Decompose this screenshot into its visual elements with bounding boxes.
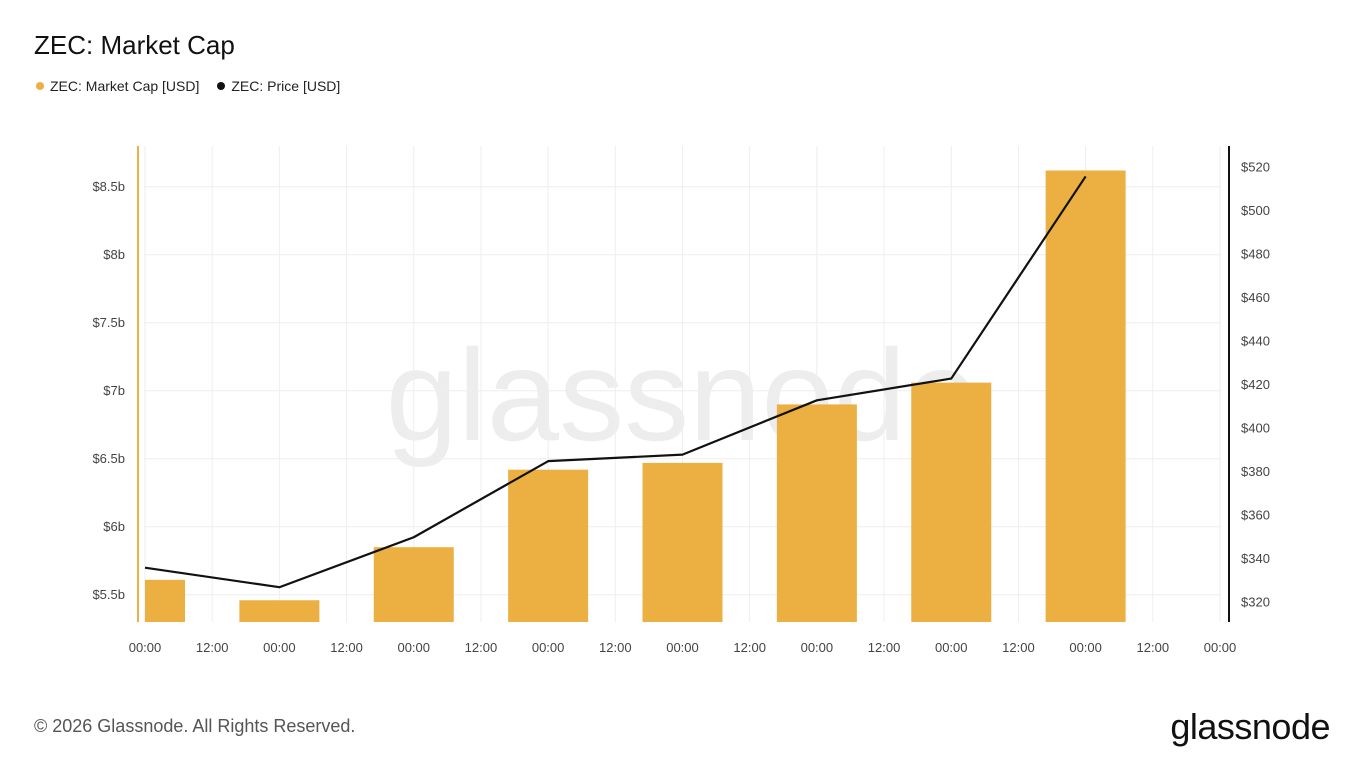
price-line-group <box>144 175 1087 589</box>
market-cap-bar <box>1045 170 1126 623</box>
market-cap-bar <box>239 600 320 622</box>
market-cap-bar <box>508 469 589 622</box>
axes: $5.5b $6b $6.5b $7b $7.5b $8b $8.5b $320 $340 $36… <box>92 146 1270 655</box>
legend-item-price[interactable]: ZEC: Price [USD] <box>217 78 340 94</box>
x-tick-label: 12:00 <box>1137 640 1170 655</box>
legend-label-market-cap: ZEC: Market Cap [USD] <box>50 78 200 94</box>
price-line <box>144 175 1087 589</box>
y-left-tick-label: $7.5b <box>92 315 125 330</box>
x-tick-label: 00:00 <box>1204 640 1237 655</box>
market-cap-bar <box>911 382 992 622</box>
copyright-footer: © 2026 Glassnode. All Rights Reserved. <box>34 716 356 736</box>
x-tick-label: 00:00 <box>935 640 968 655</box>
market-cap-bar <box>145 579 185 622</box>
legend-dot-price <box>217 82 226 90</box>
y-right-tick-label: $380 <box>1241 464 1270 479</box>
chart-title: ZEC: Market Cap <box>34 30 235 60</box>
y-left-tick-label: $7b <box>103 383 125 398</box>
y-right-tick-label: $420 <box>1241 377 1270 392</box>
y-right-tick-label: $480 <box>1241 247 1270 262</box>
market-cap-bar <box>373 547 454 622</box>
legend-item-market-cap[interactable]: ZEC: Market Cap [USD] <box>36 78 199 94</box>
market-cap-bars <box>145 170 1126 623</box>
x-tick-label: 00:00 <box>532 640 565 655</box>
x-tick-label: 12:00 <box>733 640 766 655</box>
x-tick-label: 00:00 <box>666 640 699 655</box>
y-right-tick-label: $440 <box>1241 334 1270 349</box>
y-right-tick-label: $340 <box>1241 551 1270 566</box>
x-tick-label: 12:00 <box>330 640 363 655</box>
x-tick-label: 00:00 <box>263 640 296 655</box>
x-tick-label: 00:00 <box>801 640 834 655</box>
x-tick-label: 00:00 <box>397 640 430 655</box>
x-tick-label: 12:00 <box>868 640 901 655</box>
y-left-tick-label: $8b <box>103 247 125 262</box>
y-right-tick-label: $520 <box>1241 160 1270 175</box>
y-left-tick-label: $5.5b <box>92 587 125 602</box>
y-left-tick-label: $6b <box>103 519 125 534</box>
x-tick-label: 12:00 <box>599 640 632 655</box>
market-cap-bar <box>776 404 857 622</box>
y-right-tick-label: $460 <box>1241 290 1270 305</box>
y-left-tick-label: $6.5b <box>92 451 125 466</box>
x-tick-label: 00:00 <box>129 640 162 655</box>
x-tick-label: 12:00 <box>1002 640 1035 655</box>
chart-legend: ZEC: Market Cap [USD] ZEC: Price [USD] <box>36 78 340 94</box>
chart-area: glassnode $5.5b$6b$6.5b$7b$7.5b$8b$8.5b$… <box>92 146 1270 655</box>
y-right-tick-label: $400 <box>1241 421 1270 436</box>
x-tick-label: 12:00 <box>196 640 229 655</box>
y-left-tick-label: $8.5b <box>92 179 125 194</box>
x-tick-label: 12:00 <box>465 640 498 655</box>
x-tick-label: 00:00 <box>1069 640 1102 655</box>
glassnode-logo[interactable]: glassnode <box>1170 706 1330 747</box>
legend-label-price: ZEC: Price [USD] <box>231 78 341 94</box>
market-cap-bar <box>642 462 723 622</box>
y-right-tick-label: $320 <box>1241 594 1270 609</box>
y-right-tick-label: $360 <box>1241 507 1270 522</box>
grid <box>144 146 1221 622</box>
legend-dot-market-cap <box>36 82 44 90</box>
y-right-tick-label: $500 <box>1241 203 1270 218</box>
